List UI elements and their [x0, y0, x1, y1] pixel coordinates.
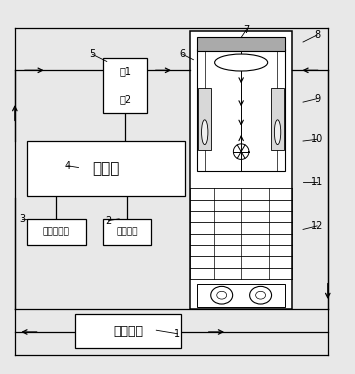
Text: 2: 2 — [105, 215, 112, 226]
Text: 3: 3 — [19, 214, 25, 224]
Bar — [103, 219, 151, 245]
Ellipse shape — [211, 286, 233, 304]
Bar — [105, 88, 146, 111]
Text: 5: 5 — [89, 49, 96, 59]
Text: 助传感器: 助传感器 — [116, 228, 138, 237]
Ellipse shape — [250, 286, 272, 304]
Bar — [197, 49, 285, 171]
Text: 12: 12 — [311, 221, 323, 231]
Text: 温度传感器: 温度传感器 — [43, 228, 70, 237]
Bar — [103, 58, 147, 113]
Bar — [197, 283, 285, 307]
Text: 4: 4 — [65, 161, 71, 171]
Text: 11: 11 — [311, 177, 323, 187]
Bar — [105, 60, 146, 83]
Text: 冷却水箱: 冷却水箱 — [113, 325, 143, 338]
Bar — [75, 314, 181, 348]
Text: 10: 10 — [311, 134, 323, 144]
Text: 7: 7 — [243, 25, 250, 35]
Ellipse shape — [202, 120, 208, 145]
Text: 泵1: 泵1 — [119, 66, 131, 76]
Bar — [27, 219, 86, 245]
Bar — [197, 37, 285, 51]
Bar — [271, 88, 284, 150]
Ellipse shape — [256, 291, 266, 299]
Ellipse shape — [217, 291, 226, 299]
Bar — [27, 141, 185, 196]
Text: 1: 1 — [174, 329, 181, 339]
Text: 泵2: 泵2 — [119, 95, 131, 104]
Text: 8: 8 — [314, 30, 320, 40]
Text: 6: 6 — [180, 49, 186, 59]
Text: 9: 9 — [314, 94, 320, 104]
Bar — [190, 31, 293, 309]
Text: 控制器: 控制器 — [92, 161, 120, 176]
Bar — [198, 88, 212, 150]
Ellipse shape — [274, 120, 281, 145]
Ellipse shape — [215, 54, 268, 71]
